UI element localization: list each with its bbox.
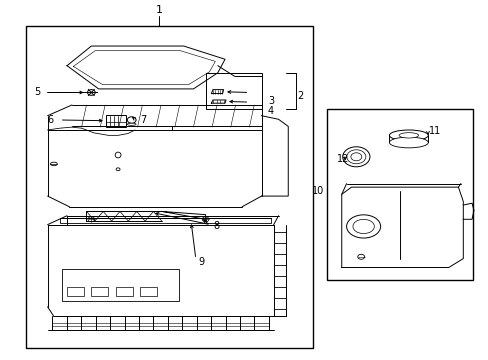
Bar (106, 115, 126, 127)
Ellipse shape (115, 152, 121, 158)
Bar (205, 73, 261, 109)
Ellipse shape (127, 123, 136, 125)
Text: 3: 3 (267, 96, 273, 107)
Text: 11: 11 (428, 126, 441, 136)
Ellipse shape (50, 162, 57, 166)
Ellipse shape (388, 137, 427, 148)
Ellipse shape (352, 219, 373, 234)
Text: 12: 12 (336, 154, 348, 164)
Text: 7: 7 (140, 115, 146, 125)
Bar (62, 269, 179, 301)
Text: 9: 9 (198, 257, 204, 267)
Bar (116, 287, 132, 296)
Bar (60, 217, 271, 223)
Text: 2: 2 (296, 91, 303, 101)
Ellipse shape (388, 130, 427, 141)
Text: 5: 5 (34, 87, 41, 98)
Ellipse shape (398, 133, 418, 138)
Text: 8: 8 (212, 221, 219, 231)
Text: 10: 10 (311, 186, 323, 196)
Bar (26, 26, 312, 348)
Ellipse shape (346, 215, 380, 238)
Bar (140, 287, 157, 296)
Bar (91, 287, 108, 296)
Text: 6: 6 (47, 115, 54, 125)
Text: 1: 1 (156, 5, 163, 15)
Bar (326, 109, 472, 280)
Text: 4: 4 (267, 106, 273, 116)
Bar (67, 287, 84, 296)
